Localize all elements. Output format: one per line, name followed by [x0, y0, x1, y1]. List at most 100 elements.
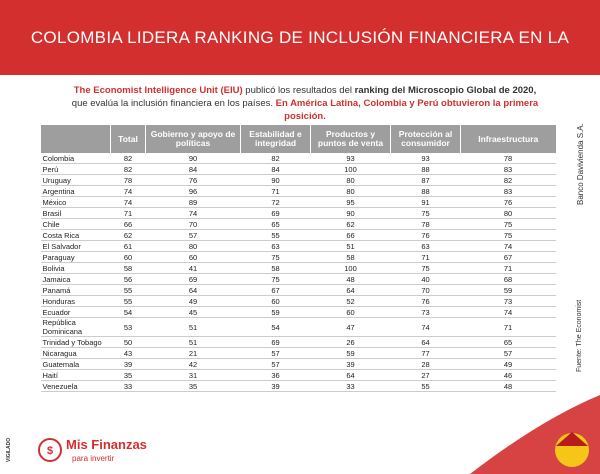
country-cell: Ecuador — [40, 306, 111, 318]
table-row: Trinidad y Tobago 50 51 69 26 64 65 — [40, 336, 556, 348]
value-cell: 89 — [145, 196, 241, 208]
table-row: Haití 35 31 36 64 27 46 — [40, 369, 556, 381]
value-cell: 55 — [110, 284, 146, 296]
value-cell: 28 — [390, 358, 461, 370]
country-cell: México — [40, 196, 111, 208]
value-cell: 57 — [240, 347, 311, 359]
table-row: Ecuador 54 45 59 60 73 74 — [40, 306, 556, 318]
value-cell: 64 — [310, 369, 391, 381]
table-row: Panamá 55 64 67 64 70 59 — [40, 284, 556, 296]
value-cell: 73 — [460, 295, 556, 307]
value-cell: 48 — [310, 273, 391, 285]
value-cell: 53 — [110, 317, 146, 337]
value-cell: 64 — [390, 336, 461, 348]
value-cell: 74 — [460, 306, 556, 318]
table-row: Jamaica 56 69 75 48 40 68 — [40, 273, 556, 285]
value-cell: 35 — [110, 369, 146, 381]
value-cell: 69 — [145, 273, 241, 285]
value-cell: 82 — [110, 153, 146, 164]
country-cell: Perú — [40, 163, 111, 175]
value-cell: 61 — [110, 240, 146, 252]
value-cell: 91 — [390, 196, 461, 208]
value-cell: 39 — [240, 380, 311, 392]
value-cell: 100 — [310, 163, 391, 175]
value-cell: 88 — [390, 185, 461, 197]
value-cell: 70 — [145, 218, 241, 230]
country-cell: Paraguay — [40, 251, 111, 263]
value-cell: 39 — [110, 358, 146, 370]
table-row: Nicaragua 43 21 57 59 77 57 — [40, 347, 556, 359]
value-cell: 90 — [310, 207, 391, 219]
title: COLOMBIA LIDERA RANKING DE INCLUSIÓN FIN… — [0, 0, 600, 122]
value-cell: 74 — [460, 240, 556, 252]
value-cell: 74 — [145, 207, 241, 219]
value-cell: 83 — [460, 185, 556, 197]
value-cell: 76 — [390, 229, 461, 241]
value-cell: 60 — [145, 251, 241, 263]
value-cell: 93 — [390, 153, 461, 164]
table-row: República Dominicana 53 51 54 47 74 71 — [40, 317, 556, 337]
value-cell: 68 — [460, 273, 556, 285]
value-cell: 49 — [145, 295, 241, 307]
value-cell: 70 — [390, 284, 461, 296]
table-row: Bolivia 58 41 58 100 75 71 — [40, 262, 556, 274]
country-cell: Haití — [40, 369, 111, 381]
value-cell: 82 — [460, 174, 556, 186]
value-cell: 31 — [145, 369, 241, 381]
value-cell: 76 — [145, 174, 241, 186]
value-cell: 60 — [110, 251, 146, 263]
country-cell: El Salvador — [40, 240, 111, 252]
value-cell: 60 — [310, 306, 391, 318]
value-cell: 41 — [145, 262, 241, 274]
value-cell: 82 — [240, 153, 311, 164]
value-cell: 57 — [145, 229, 241, 241]
value-cell: 63 — [240, 240, 311, 252]
value-cell: 56 — [110, 273, 146, 285]
header-cell: Estabilidad e integridad — [240, 125, 311, 153]
value-cell: 40 — [390, 273, 461, 285]
country-cell: Venezuela — [40, 380, 111, 392]
header-cell: Productos y puntos de venta — [310, 125, 391, 153]
value-cell: 66 — [310, 229, 391, 241]
header-cell: Total — [110, 125, 146, 153]
value-cell: 95 — [310, 196, 391, 208]
value-cell: 69 — [240, 207, 311, 219]
value-cell: 75 — [240, 273, 311, 285]
value-cell: 59 — [460, 284, 556, 296]
value-cell: 80 — [310, 174, 391, 186]
value-cell: 50 — [110, 336, 146, 348]
value-cell: 77 — [390, 347, 461, 359]
table-row: Paraguay 60 60 75 58 71 67 — [40, 251, 556, 263]
table-row: El Salvador 61 80 63 51 63 74 — [40, 240, 556, 252]
value-cell: 60 — [240, 295, 311, 307]
country-cell: Bolivia — [40, 262, 111, 274]
ranking-table: Total Gobierno y apoyo de políticas Estabi… — [40, 125, 556, 392]
value-cell: 90 — [240, 174, 311, 186]
value-cell: 78 — [460, 153, 556, 164]
intro-text: The Economist Intelligence Unit (EIU) — [73, 85, 243, 96]
country-cell: Honduras — [40, 295, 111, 307]
value-cell: 51 — [145, 336, 241, 348]
country-cell: Chile — [40, 218, 111, 230]
country-cell: Guatemala — [40, 358, 111, 370]
value-cell: 75 — [390, 207, 461, 219]
value-cell: 58 — [310, 251, 391, 263]
value-cell: 74 — [110, 185, 146, 197]
value-cell: 43 — [110, 347, 146, 359]
header-cell: Gobierno y apoyo de políticas — [145, 125, 241, 153]
table-row: Chile 66 70 65 62 78 75 — [40, 218, 556, 230]
country-cell: Uruguay — [40, 174, 111, 186]
value-cell: 54 — [240, 317, 311, 337]
value-cell: 45 — [145, 306, 241, 318]
value-cell: 69 — [240, 336, 311, 348]
value-cell: 75 — [240, 251, 311, 263]
header-row: Total Gobierno y apoyo de políticas Estabi… — [40, 125, 556, 153]
value-cell: 80 — [460, 207, 556, 219]
value-cell: 96 — [145, 185, 241, 197]
value-cell: 58 — [240, 262, 311, 274]
country-cell: República Dominicana — [40, 317, 111, 337]
value-cell: 65 — [460, 336, 556, 348]
value-cell: 55 — [110, 295, 146, 307]
value-cell: 73 — [390, 306, 461, 318]
